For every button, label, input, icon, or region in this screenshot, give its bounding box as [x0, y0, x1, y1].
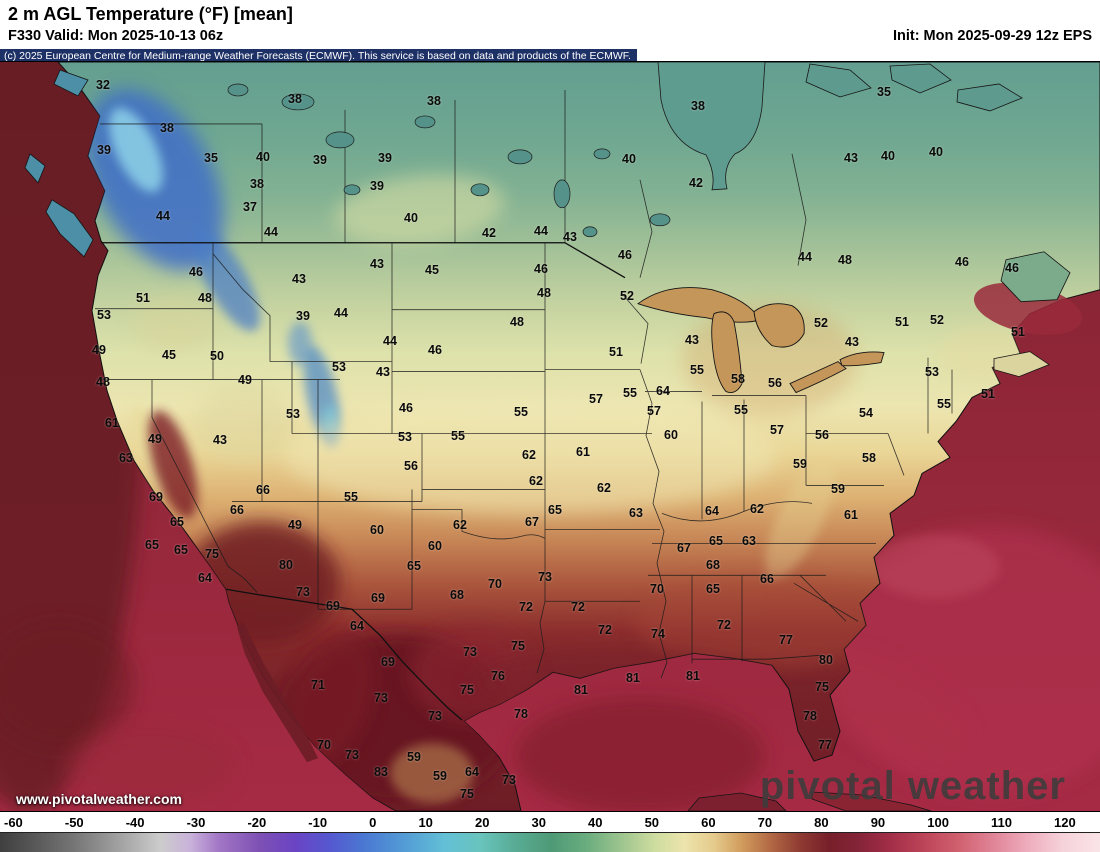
colorbar-tick: 50 [644, 815, 660, 830]
header: 2 m AGL Temperature (°F) [mean] F330 Val… [0, 0, 1100, 64]
hudson-bay [657, 62, 766, 191]
lake-ontario [839, 351, 885, 367]
colorbar-tick: 120 [1054, 815, 1076, 830]
canadian-lakes [227, 83, 671, 238]
arctic-island-2 [889, 63, 952, 94]
lake-erie [789, 361, 847, 394]
colorbar-tick: 100 [927, 815, 949, 830]
watermark-logo: pivotal weather [759, 764, 1066, 808]
alaska-panhandle-islet [53, 69, 89, 97]
colorbar-tick: 90 [870, 815, 886, 830]
page-title: 2 m AGL Temperature (°F) [mean] [8, 4, 293, 24]
colorbar-tick: 70 [757, 815, 773, 830]
lake-michigan [711, 311, 743, 394]
copyright-bar: (c) 2025 European Centre for Medium-rang… [0, 46, 1100, 64]
valid-time: F330 Valid: Mon 2025-10-13 06z [8, 28, 224, 44]
colorbar-tick: 110 [991, 815, 1012, 830]
temperature-colorbar [0, 832, 1100, 852]
colorbar-tick: 80 [814, 815, 829, 830]
national-borders [101, 242, 626, 721]
yucatan [687, 792, 787, 811]
map-canvas [0, 62, 1100, 811]
colorbar-tick: -20 [247, 815, 267, 830]
colorbar-legend: -60 -50 -40 -30 -20 -10 0 10 20 30 40 50 60 70 80 90 100… [0, 812, 1100, 852]
arctic-island-1 [805, 63, 872, 98]
colorbar-tick-row: -60 -50 -40 -30 -20 -10 0 10 20 30 40 50 60 70 80 90 100… [0, 812, 1100, 832]
colorbar-tick: -50 [64, 815, 84, 830]
colorbar-tick: 60 [701, 815, 716, 830]
newfoundland [1000, 251, 1071, 303]
init-time: Init: Mon 2025-09-29 12z EPS [892, 28, 1092, 44]
arctic-island-3 [956, 83, 1023, 112]
cuba [811, 791, 932, 811]
colorbar-tick: -60 [4, 815, 23, 830]
colorbar-tick: -30 [186, 815, 206, 830]
colorbar-tick: 20 [474, 815, 490, 830]
copyright-text: (c) 2025 European Centre for Medium-rang… [0, 49, 637, 64]
ocean-texture [0, 62, 1100, 811]
colorbar-tick: -40 [125, 815, 145, 830]
lake-huron [753, 303, 805, 348]
gulf-of-california [237, 621, 318, 763]
forecast-map: 32 38 39 38 38 38 35 43 40 40 35 40 39 39 40 42 39 38 37 44… [0, 61, 1100, 812]
colorbar-tick: 40 [588, 815, 603, 830]
website-url: www.pivotalweather.com [16, 791, 182, 807]
colorbar-tick: -10 [308, 815, 328, 830]
haida-gwaii [24, 153, 46, 184]
islands [24, 63, 1071, 811]
colorbar-tick: 10 [418, 815, 433, 830]
nova-scotia [993, 351, 1050, 378]
colorbar-tick: 0 [369, 815, 377, 830]
great-lakes [637, 287, 885, 394]
colorbar-tick: 30 [531, 815, 546, 830]
vancouver-island [45, 199, 94, 258]
